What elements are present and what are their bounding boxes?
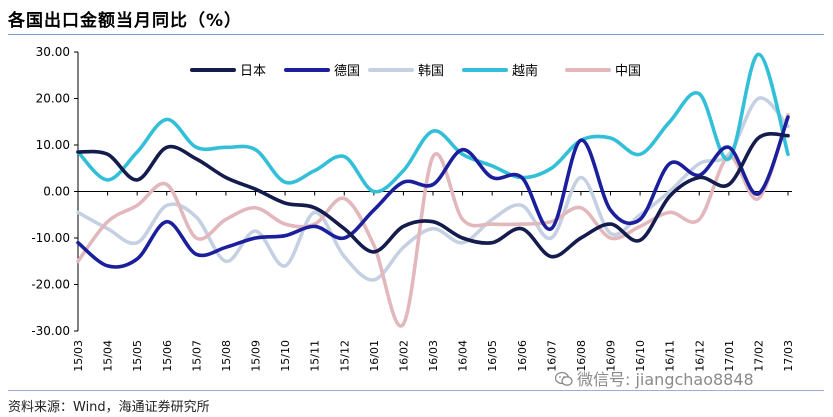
x-tick-label: 16/07 [545,340,558,372]
x-tick-label: 15/11 [309,340,322,372]
x-tick-label: 15/07 [190,340,203,372]
series-line-4 [76,52,790,194]
y-tick-label: -30.00 [31,324,70,338]
x-tick-label: 16/09 [605,340,618,372]
x-tick-label: 17/03 [782,340,795,372]
legend-label: 德国 [334,64,360,79]
x-tick-label: 16/02 [397,340,410,372]
x-tick-label: 15/10 [279,340,292,372]
x-tick-label: 16/06 [516,340,529,372]
source-divider [8,390,824,391]
x-tick-label: 16/12 [693,340,706,372]
legend-label: 日本 [240,64,266,79]
x-tick-label: 15/06 [161,340,174,372]
chart-title: 各国出口金额当月同比（%） [8,11,243,31]
series-line-1 [76,132,790,259]
y-tick-label: 10.00 [36,138,70,152]
series-line-3 [76,96,790,282]
title-divider [8,34,824,35]
y-tick-label: 0.00 [43,185,70,199]
x-tick-label: 16/10 [634,340,647,372]
wechat-icon [554,371,573,387]
y-tick-label: 30.00 [36,45,70,59]
watermark-text: 微信号: jiangchao8848 [577,370,754,389]
x-tick-label: 16/01 [368,340,381,372]
x-tick-label: 15/12 [338,340,351,372]
y-tick-label: -20.00 [31,278,70,292]
y-tick-label: -10.00 [31,231,70,245]
x-tick-label: 17/02 [752,340,765,372]
x-tick-label: 17/01 [723,340,736,372]
y-tick-label: 20.00 [36,92,70,106]
series-line-2 [76,115,790,269]
x-tick-label: 16/08 [575,340,588,372]
legend-label: 越南 [512,63,538,79]
wechat-watermark: 微信号: jiangchao8848 [554,366,754,390]
legend-label: 中国 [615,64,641,79]
legend-label: 韩国 [418,64,444,79]
source-note: 资料来源：Wind，海通证券研究所 [8,400,210,415]
x-tick-label: 15/09 [250,340,263,372]
x-tick-label: 15/08 [220,340,233,372]
series-line-5 [76,113,790,328]
x-tick-label: 16/03 [427,340,440,372]
x-tick-label: 15/04 [102,340,115,372]
x-tick-label: 16/05 [486,340,499,372]
x-tick-label: 16/04 [457,340,470,372]
x-tick-label: 15/05 [131,340,144,372]
x-tick-label: 16/11 [664,340,677,372]
x-tick-label: 15/03 [72,340,85,372]
